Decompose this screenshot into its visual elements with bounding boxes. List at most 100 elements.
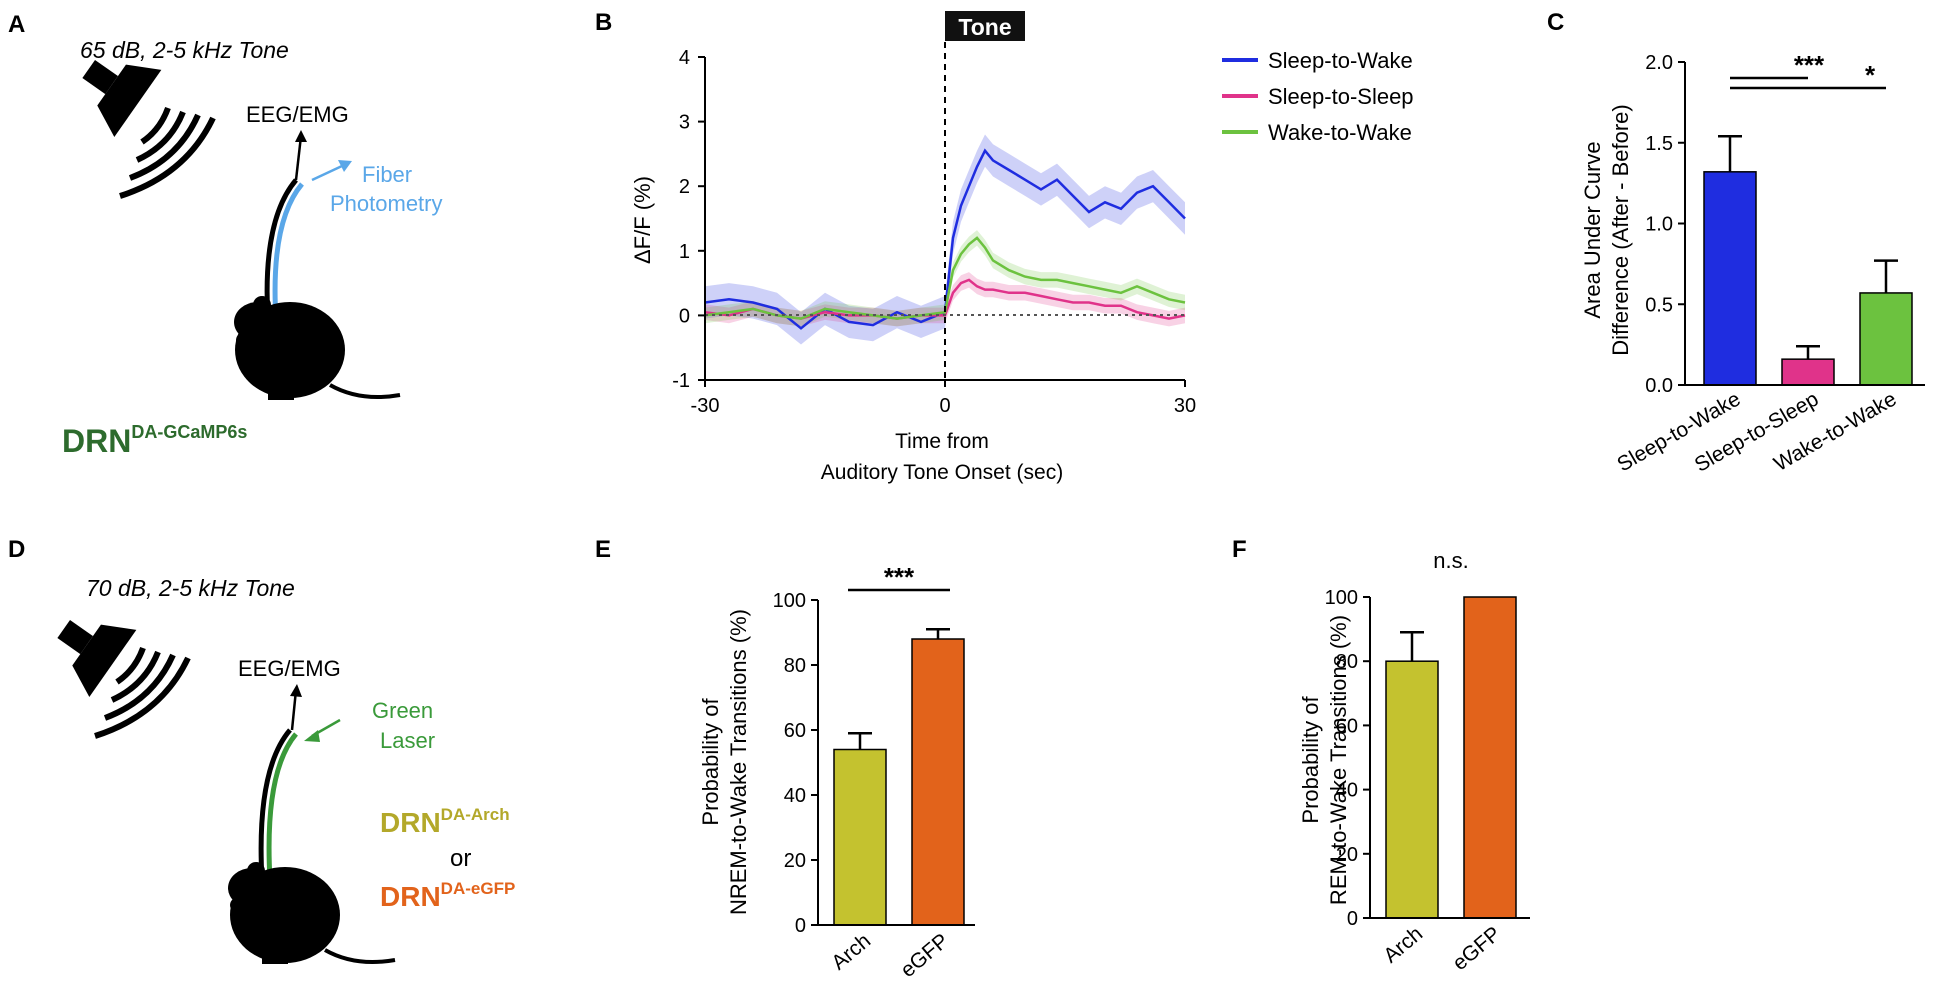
- bar-2: [1859, 292, 1913, 386]
- series-band-2: [705, 230, 1185, 327]
- mouse-icon: [234, 296, 401, 400]
- fiber-cable-a: [272, 182, 304, 321]
- sound-waves-icon: [119, 106, 216, 199]
- panel-letter-c: C: [1547, 9, 1564, 36]
- y-tick-label: -1: [672, 370, 690, 392]
- eeg-cable-d: [258, 728, 292, 881]
- chart-e-significance: ***: [848, 562, 950, 592]
- y-tick-label: 20: [1336, 844, 1358, 866]
- legend-label-0: Sleep-to-Wake: [1268, 48, 1413, 73]
- panel-letter-f: F: [1232, 536, 1247, 563]
- fiber-pointer-a: [311, 164, 343, 182]
- mouse-icon: [228, 862, 396, 964]
- y-tick-label: 1.0: [1645, 214, 1673, 236]
- tone-label-d: 70 dB, 2-5 kHz Tone: [86, 575, 295, 601]
- chart-f-bars: [1385, 596, 1517, 919]
- chart-b-title: Tone: [958, 14, 1011, 40]
- y-tick-label: 0.5: [1645, 294, 1673, 316]
- significance-label-0: ***: [884, 562, 915, 592]
- significance-label-0: ***: [1794, 50, 1825, 80]
- x-tick-label: -30: [691, 395, 720, 417]
- chart-b-ylabel: ΔF/F (%): [630, 176, 655, 264]
- laser-label-line2: Laser: [380, 728, 435, 753]
- panel-letter-d: D: [8, 536, 25, 563]
- chart-e-ylabel-line2: NREM-to-Wake Transitions (%): [726, 609, 751, 915]
- chart-c: 0.0 0.5 1.0 1.5 2.0 Sleep-to-WakeSleep-to-Sl…: [1580, 50, 1925, 477]
- chart-c-bars: [1703, 135, 1913, 386]
- chart-b-x-ticks: -30 0 30: [691, 380, 1196, 417]
- significance-label-0: n.s.: [1433, 548, 1468, 573]
- bar-0: [833, 748, 887, 926]
- chart-b-y-ticks: -1 0 1 2 3 4: [672, 47, 705, 392]
- mouse-label-egfp: DRNDA-eGFP: [380, 879, 515, 912]
- recording-label-d: EEG/EMG: [238, 656, 341, 681]
- chart-b-xlabel-line1: Time from: [895, 430, 989, 453]
- chart-e-y-ticks: 0 20 40 60 80 100: [773, 590, 818, 937]
- y-tick-label: 3: [679, 112, 690, 134]
- chart-f-ylabel-line1: Probability of: [1298, 696, 1323, 824]
- legend-label-2: Wake-to-Wake: [1268, 120, 1412, 145]
- x-tick-label: eGFP: [1448, 922, 1505, 975]
- bar-0: [1385, 660, 1439, 919]
- y-tick-label: 80: [1336, 651, 1358, 673]
- fiber-label-line1: Fiber: [362, 162, 412, 187]
- eeg-wire-a: [294, 135, 303, 181]
- chart-f-ylabel-line2: REM-to-Wake Transitions (%): [1326, 615, 1351, 905]
- y-tick-label: 0: [1347, 908, 1358, 930]
- or-label: or: [450, 845, 471, 872]
- fiber-arrow-a: [338, 160, 352, 172]
- y-tick-label: 0.0: [1645, 375, 1673, 397]
- x-tick-label: 0: [939, 395, 950, 417]
- panel-letter-b: B: [595, 9, 612, 36]
- y-tick-label: 0: [795, 915, 806, 937]
- panel-letter-e: E: [595, 536, 611, 563]
- y-tick-label: 1: [679, 241, 690, 263]
- y-tick-label: 60: [1336, 715, 1358, 737]
- y-tick-label: 4: [679, 47, 690, 69]
- mouse-label-a: DRNDA-GCaMP6s: [62, 422, 247, 459]
- chart-b-xlabel-line2: Auditory Tone Onset (sec): [821, 461, 1063, 484]
- x-tick-label: eGFP: [896, 929, 953, 982]
- chart-f-x-ticks: Arch eGFP: [1379, 922, 1505, 975]
- y-tick-label: 2: [679, 176, 690, 198]
- eeg-arrow-a: [295, 130, 307, 142]
- chart-e: 0 20 40 60 80 100 Arch eGFP *** Probability of…: [698, 562, 975, 982]
- chart-b-title-box: [945, 11, 1025, 41]
- y-tick-label: 1.5: [1645, 133, 1673, 155]
- chart-f-y-ticks: 0 20 40 60 80 100: [1325, 587, 1370, 930]
- y-tick-label: 0: [679, 305, 690, 327]
- bar-0: [1703, 171, 1757, 386]
- x-tick-label: 30: [1174, 395, 1196, 417]
- mouse-label-arch: DRNDA-Arch: [380, 805, 510, 838]
- schematic-a: 65 dB, 2-5 kHz Tone EEG/EMG Fiber Photom…: [62, 37, 443, 459]
- laser-label-line1: Green: [372, 698, 433, 723]
- y-tick-label: 100: [1325, 587, 1358, 609]
- series-line-2: [704, 236, 1186, 320]
- chart-f-significance: n.s.: [1433, 548, 1468, 573]
- y-tick-label: 100: [773, 590, 806, 612]
- legend-label-1: Sleep-to-Sleep: [1268, 84, 1414, 109]
- chart-c-y-ticks: 0.0 0.5 1.0 1.5 2.0: [1645, 52, 1685, 397]
- y-tick-label: 80: [784, 655, 806, 677]
- y-tick-label: 2.0: [1645, 52, 1673, 74]
- eeg-wire-d: [290, 689, 298, 731]
- tone-label-a: 65 dB, 2-5 kHz Tone: [80, 37, 289, 63]
- bar-1: [1781, 358, 1835, 386]
- x-tick-label: Arch: [827, 929, 875, 974]
- chart-f: 0 20 40 60 80 100 Arch eGFP n.s. Probability o…: [1298, 548, 1530, 975]
- bar-1: [911, 638, 965, 926]
- y-tick-label: 60: [784, 720, 806, 742]
- schematic-d: 70 dB, 2-5 kHz Tone EEG/EMG Green Laser …: [57, 575, 515, 964]
- chart-e-bars: [833, 628, 965, 926]
- y-tick-label: 20: [784, 850, 806, 872]
- y-tick-label: 40: [784, 785, 806, 807]
- eeg-arrow-d: [290, 684, 302, 697]
- sound-waves-icon: [94, 646, 191, 739]
- chart-e-x-ticks: Arch eGFP: [827, 929, 953, 982]
- speaker-icon: [57, 620, 137, 698]
- laser-cable-d: [266, 732, 298, 881]
- laser-arrow-d: [304, 730, 320, 742]
- significance-label-1: *: [1865, 60, 1876, 90]
